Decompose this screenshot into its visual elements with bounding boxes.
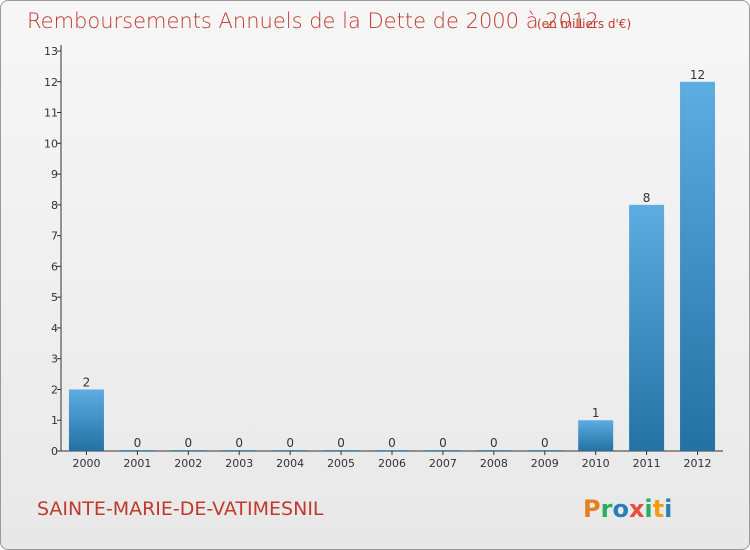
bar-2012	[680, 81, 716, 452]
data-label-2002: 0	[184, 436, 192, 450]
data-label-2012: 12	[690, 68, 705, 82]
x-tick-label: 2002	[174, 457, 202, 470]
data-labels: 2 0 0 0 0 0 0 0 0 0 1 8 12	[83, 68, 706, 450]
svg-text:Proxiti: Proxiti	[583, 495, 672, 523]
y-tick-label: 3	[51, 353, 58, 366]
data-label-2010: 1	[592, 406, 600, 420]
data-label-2003: 0	[235, 436, 243, 450]
x-tick-label: 2009	[531, 457, 559, 470]
bar-2007	[425, 450, 461, 451]
commune-name: SAINTE-MARIE-DE-VATIMESNIL	[37, 498, 324, 520]
y-tick-label: 0	[51, 445, 58, 458]
x-tick-label: 2001	[123, 457, 151, 470]
bars	[68, 81, 716, 452]
y-tick-label: 1	[51, 414, 58, 427]
logo-letter: o	[612, 495, 629, 523]
bar-2000	[68, 389, 104, 451]
x-tick-label: 2010	[582, 457, 610, 470]
bar-2010	[578, 420, 614, 451]
logo-letter: t	[653, 495, 664, 523]
data-label-2009: 0	[541, 436, 549, 450]
y-tick-label: 13	[44, 45, 58, 58]
y-tick-label: 4	[51, 322, 58, 335]
x-tick-label: 2008	[480, 457, 508, 470]
data-label-2004: 0	[286, 436, 294, 450]
data-label-2006: 0	[388, 436, 396, 450]
bar-2009	[527, 450, 563, 451]
bar-2001	[119, 450, 155, 451]
x-tick-label: 2000	[72, 457, 100, 470]
y-tick-label: 7	[51, 230, 58, 243]
bar-2006	[374, 450, 410, 451]
x-tick-label: 2006	[378, 457, 406, 470]
data-label-2011: 8	[643, 191, 651, 205]
logo-letter: r	[601, 495, 613, 523]
bar-2003	[221, 450, 257, 451]
bar-2002	[170, 450, 206, 451]
chart-subtitle: (en milliers d'€)	[537, 17, 631, 31]
logo-letter: P	[583, 495, 601, 523]
bar-2008	[476, 450, 512, 451]
y-tick-label: 6	[51, 260, 58, 273]
x-tick-label: 2004	[276, 457, 304, 470]
x-axis: 2000 2001 2002 2003 2004 2005 2006 2007 2008 2009…	[61, 450, 723, 470]
bar-2004	[272, 450, 308, 451]
bar-2011	[629, 204, 665, 451]
data-label-2001: 0	[134, 436, 142, 450]
x-tick-label: 2012	[684, 457, 712, 470]
x-tick-label: 2005	[327, 457, 355, 470]
logo-letter: i	[664, 495, 672, 523]
y-tick-label: 2	[51, 383, 58, 396]
y-tick-label: 9	[51, 168, 58, 181]
data-label-2007: 0	[439, 436, 447, 450]
data-label-2008: 0	[490, 436, 498, 450]
x-tick-label: 2007	[429, 457, 457, 470]
y-tick-label: 11	[44, 107, 58, 120]
bar-2005	[323, 450, 359, 451]
y-tick-label: 5	[51, 291, 58, 304]
x-tick-label: 2011	[633, 457, 661, 470]
logo-letter: i	[644, 495, 652, 523]
y-tick-label: 12	[44, 76, 58, 89]
data-label-2000: 2	[83, 375, 91, 389]
x-tick-label: 2003	[225, 457, 253, 470]
proxiti-logo: Proxiti	[583, 495, 672, 523]
data-label-2005: 0	[337, 436, 345, 450]
y-tick-label: 10	[44, 137, 58, 150]
y-tick-label: 8	[51, 199, 58, 212]
chart-title: Remboursements Annuels de la Dette de 20…	[27, 9, 599, 33]
logo-letter: x	[629, 495, 645, 523]
